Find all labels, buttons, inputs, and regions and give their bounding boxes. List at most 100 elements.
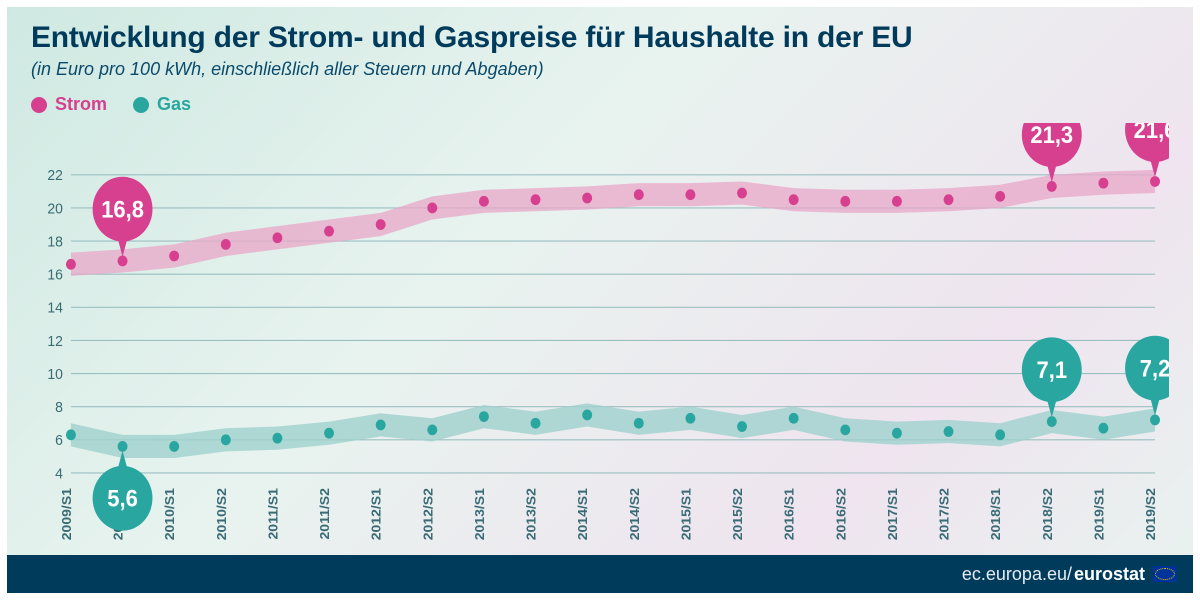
x-tick-label: 2010/S2: [214, 488, 228, 540]
gas-marker: [66, 429, 76, 440]
strom-marker: [169, 251, 179, 262]
chart-subtitle: (in Euro pro 100 kWh, einschließlich all…: [31, 59, 1169, 80]
gas-band: [71, 403, 1155, 458]
gas-marker: [840, 424, 850, 435]
callout-text: 5,6: [107, 485, 138, 512]
legend-item-gas: Gas: [133, 94, 191, 115]
footer-bar: ec.europa.eu/ eurostat: [7, 555, 1193, 593]
strom-marker: [66, 259, 76, 270]
y-tick-label: 20: [47, 201, 63, 218]
x-tick-label: 2009/S1: [59, 488, 73, 541]
strom-marker: [427, 203, 437, 214]
strom-band: [71, 170, 1155, 276]
strom-marker: [737, 188, 747, 199]
chart-title: Entwicklung der Strom- und Gaspreise für…: [31, 21, 1169, 55]
strom-marker: [1047, 181, 1057, 192]
gas-marker: [582, 410, 592, 421]
callout-text: 21,3: [1030, 123, 1073, 148]
gas-marker: [995, 429, 1005, 440]
x-tick-label: 2019/S1: [1092, 488, 1106, 541]
legend-dot-gas: [133, 97, 149, 113]
strom-marker: [995, 191, 1005, 202]
x-tick-label: 2016/S1: [782, 488, 796, 541]
gas-marker: [737, 421, 747, 432]
strom-marker: [221, 239, 231, 250]
strom-marker: [376, 219, 386, 230]
chart-svg: 468101214161820222009/S12009/S22010/S120…: [31, 123, 1169, 555]
strom-marker: [272, 232, 282, 243]
gas-marker: [1047, 416, 1057, 427]
strom-marker: [892, 196, 902, 207]
y-tick-label: 8: [55, 400, 63, 417]
callout-text: 16,8: [101, 196, 144, 223]
x-tick-label: 2013/S2: [524, 488, 538, 540]
x-tick-label: 2015/S1: [679, 488, 693, 541]
y-tick-label: 10: [47, 366, 63, 383]
x-tick-label: 2014/S2: [627, 488, 641, 540]
gas-marker: [1098, 423, 1108, 434]
gas-marker: [1150, 415, 1160, 426]
x-tick-label: 2011/S2: [318, 488, 332, 539]
strom-marker: [479, 196, 489, 207]
callout-text: 7,1: [1037, 356, 1068, 383]
chart-area: 468101214161820222009/S12009/S22010/S120…: [31, 123, 1169, 555]
strom-marker: [789, 194, 799, 205]
gas-marker: [892, 428, 902, 439]
x-tick-label: 2011/S1: [266, 488, 280, 540]
chart-panel: Entwicklung der Strom- und Gaspreise für…: [6, 6, 1194, 594]
x-tick-label: 2016/S2: [834, 488, 848, 540]
gas-marker: [685, 413, 695, 424]
gas-marker: [531, 418, 541, 429]
gas-marker: [789, 413, 799, 424]
x-tick-label: 2012/S2: [421, 488, 435, 540]
strom-marker: [531, 194, 541, 205]
gas-marker: [427, 424, 437, 435]
gas-marker: [169, 441, 179, 452]
x-tick-label: 2017/S1: [885, 488, 899, 541]
x-tick-label: 2015/S2: [731, 488, 745, 540]
footer-domain: ec.europa.eu/: [962, 564, 1072, 585]
legend-item-strom: Strom: [31, 94, 107, 115]
y-tick-label: 6: [55, 433, 63, 450]
x-tick-label: 2010/S1: [163, 488, 177, 541]
strom-marker: [582, 193, 592, 204]
callout-text: 21,6: [1134, 123, 1169, 143]
legend-dot-strom: [31, 97, 47, 113]
strom-marker: [1098, 178, 1108, 189]
gas-marker: [944, 426, 954, 437]
strom-marker: [634, 189, 644, 200]
strom-marker: [324, 226, 334, 237]
strom-marker: [944, 194, 954, 205]
gas-marker: [376, 419, 386, 430]
x-tick-label: 2014/S1: [576, 488, 590, 541]
callout-text: 7,2: [1140, 355, 1169, 382]
x-tick-label: 2018/S2: [1040, 488, 1054, 540]
x-tick-label: 2018/S1: [989, 488, 1003, 541]
y-tick-label: 22: [47, 168, 63, 185]
y-tick-label: 4: [55, 466, 63, 483]
strom-marker: [118, 256, 128, 267]
gas-marker: [479, 411, 489, 422]
gas-marker: [221, 434, 231, 445]
eu-flag-icon: [1153, 566, 1177, 582]
strom-marker: [685, 189, 695, 200]
strom-marker: [840, 196, 850, 207]
legend: Strom Gas: [7, 84, 1193, 115]
x-tick-label: 2013/S1: [472, 488, 486, 541]
chart-header: Entwicklung der Strom- und Gaspreise für…: [7, 7, 1193, 84]
legend-label-gas: Gas: [157, 94, 191, 115]
gas-marker: [634, 418, 644, 429]
gas-marker: [324, 428, 334, 439]
x-tick-label: 2017/S2: [937, 488, 951, 540]
y-tick-label: 12: [47, 333, 63, 350]
legend-label-strom: Strom: [55, 94, 107, 115]
x-tick-label: 2019/S2: [1144, 488, 1158, 540]
strom-marker: [1150, 176, 1160, 187]
gas-marker: [272, 433, 282, 444]
y-tick-label: 18: [47, 234, 63, 251]
y-tick-label: 14: [47, 300, 63, 317]
footer-brand: eurostat: [1074, 564, 1145, 585]
gas-marker: [118, 441, 128, 452]
x-tick-label: 2012/S1: [369, 488, 383, 541]
y-tick-label: 16: [47, 267, 63, 284]
